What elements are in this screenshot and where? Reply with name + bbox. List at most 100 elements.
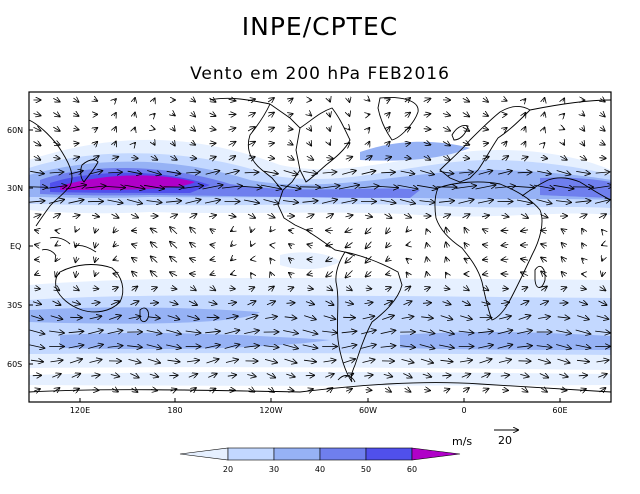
wind-vector [349,143,350,144]
wind-vector [263,346,279,348]
wind-vector [404,388,411,392]
wind-vector [289,258,292,261]
wind-vector [383,301,392,305]
wind-vector [364,302,373,303]
wind-vector [169,302,178,305]
wind-vector [208,215,216,217]
colorbar-segment-50-60 [365,447,413,461]
wind-vector [338,185,359,190]
wind-vector [209,389,216,392]
colorbar-tick-30: 30 [269,465,279,474]
lon-label-60e: 60E [552,406,567,415]
wind-vector [251,273,252,275]
wind-vector [576,171,590,173]
wind-vector [517,346,532,348]
wind-vector [483,245,488,246]
wind-vector [248,157,254,159]
wind-vector [35,230,39,231]
wind-vector [247,301,256,305]
wind-vector [580,288,586,289]
wind-vector [68,345,84,348]
wind-vector [107,346,123,348]
wind-vector [582,127,585,131]
wind-vector [446,273,447,275]
wind-vector [205,331,220,333]
wind-vector [521,388,528,392]
wind-vector [127,171,142,174]
wind-vector [190,228,197,234]
wind-vector [403,301,412,304]
wind-vector [325,374,333,377]
wind-vector [189,158,196,159]
wind-vector [92,156,98,160]
wind-vector [132,272,137,277]
wind-vector [191,98,195,101]
wind-vector [166,329,181,334]
wind-vector [443,156,449,160]
colorbar-segment-40-50 [319,447,367,461]
wind-vector [287,389,294,390]
wind-vector [185,200,201,204]
wind-vector [241,186,262,187]
wind-vector [153,142,154,144]
wind-vector [481,302,490,304]
wind-vector [323,316,336,319]
wind-vector [128,359,141,362]
wind-vector [112,287,118,290]
wind-vector [462,214,470,218]
wind-vector [345,215,353,217]
wind-vector [146,201,162,203]
wind-vector [575,345,591,348]
wind-vector [211,245,215,246]
vector-legend-unit: m/s [452,435,472,448]
wind-vector [366,256,372,262]
wind-vector [323,360,336,362]
wind-vector [562,229,566,232]
wind-vector [327,287,333,291]
map-title: INPE/CPTEC [241,12,399,41]
wind-vector [151,256,158,263]
wind-vector [53,98,59,101]
wind-vector [481,215,489,217]
wind-vector [405,128,410,131]
wind-vector [94,99,97,101]
wind-vector [190,274,196,275]
wind-vector [483,98,488,102]
wind-vector [446,228,447,234]
wind-vector [596,316,609,319]
wind-vector [33,127,41,130]
wind-vector [364,215,372,217]
wind-vector [88,345,103,349]
wind-vector [134,128,135,131]
lon-label-120w: 120W [259,406,282,415]
wind-vector [403,214,411,217]
wind-vector [185,331,201,333]
wind-vector [364,375,372,376]
wind-vector [308,244,313,245]
wind-vector [247,214,255,218]
wind-vector [56,244,58,245]
wind-vector [190,287,196,291]
wind-vector [146,331,162,334]
wind-vector [346,270,353,278]
wind-vector [114,229,117,233]
wind-vector [326,244,333,246]
wind-vector [231,244,233,246]
wind-vector [111,214,119,218]
wind-vector [229,390,235,391]
wind-vector [366,271,372,276]
wind-vector [461,374,470,377]
wind-vector [131,158,137,159]
wind-vector [503,142,506,146]
wind-vector [74,113,79,116]
wind-vector [322,172,337,173]
wind-vector [479,359,492,363]
wind-vector [111,157,118,160]
wind-vector [427,229,428,231]
wind-vector [189,388,196,392]
wind-vector [462,388,469,392]
colorbar-segment-30-40 [273,447,321,461]
wind-vector [95,257,96,262]
wind-vector [349,113,350,116]
wind-vector [267,113,274,117]
